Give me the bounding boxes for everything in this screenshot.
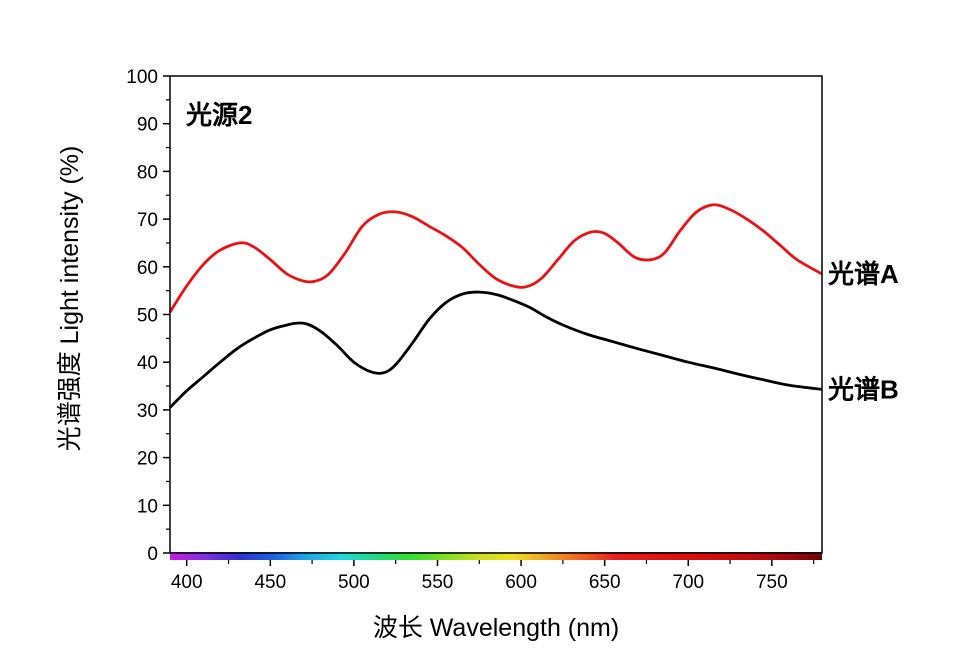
series-label-b: 光谱B xyxy=(827,374,899,404)
x-tick-label: 500 xyxy=(338,572,370,593)
y-tick-label: 40 xyxy=(137,353,158,374)
y-tick-label: 90 xyxy=(137,115,158,136)
y-tick-label: 100 xyxy=(126,67,158,88)
y-axis-title: 光谱强度 Light intensity (%) xyxy=(56,146,84,452)
series-layer xyxy=(168,203,823,409)
x-tick-label: 700 xyxy=(672,572,704,593)
light-source-label: 光源2 xyxy=(185,100,252,130)
series-line-a xyxy=(168,203,823,313)
y-tick-label: 10 xyxy=(137,496,158,517)
plot-frame xyxy=(169,75,823,554)
y-tick-label: 70 xyxy=(137,210,158,231)
x-tick-label: 600 xyxy=(505,572,537,593)
x-tick-label: 400 xyxy=(171,572,203,593)
y-tick-label: 50 xyxy=(137,306,158,327)
series-labels: 光谱A 光谱B xyxy=(827,259,899,404)
y-tick-label: 30 xyxy=(137,401,158,422)
x-tick-label: 450 xyxy=(254,572,286,593)
spectrum-color-bar xyxy=(170,552,822,560)
x-axis-title: 波长 Wavelength (nm) xyxy=(373,614,619,642)
y-tick-label: 20 xyxy=(137,449,158,470)
y-tick-label: 0 xyxy=(147,544,158,565)
x-tick-label: 650 xyxy=(589,572,621,593)
series-line-b xyxy=(169,290,823,409)
series-label-a: 光谱A xyxy=(827,259,899,289)
y-tick-label: 80 xyxy=(137,162,158,183)
y-tick-label: 60 xyxy=(137,258,158,279)
spectrum-gradient xyxy=(170,552,822,560)
x-axis: 400 450 500 550 600 650 700 750 xyxy=(171,560,815,593)
x-tick-label: 750 xyxy=(756,572,788,593)
x-tick-label: 550 xyxy=(422,572,454,593)
y-axis: 0 10 20 30 40 50 60 70 80 90 100 xyxy=(126,67,170,565)
